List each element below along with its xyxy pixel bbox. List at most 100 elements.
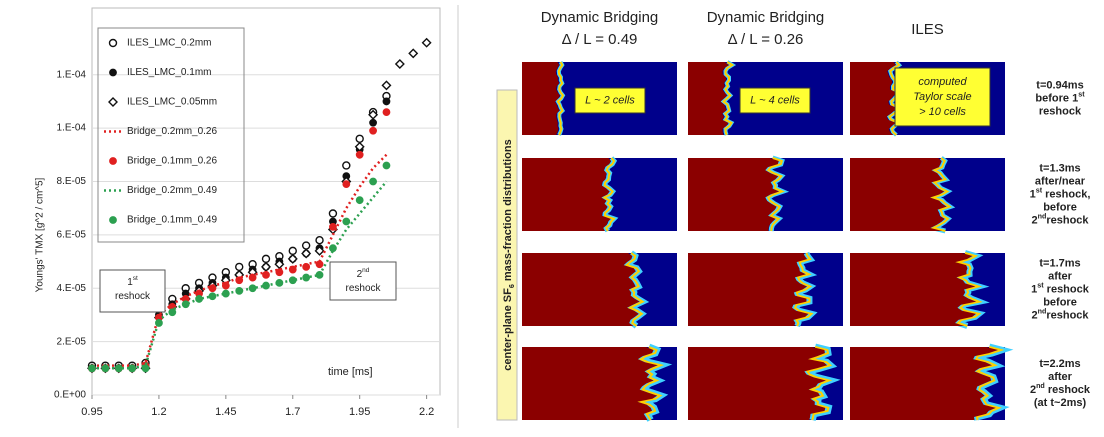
legend-swatch [109, 98, 117, 106]
marker [263, 255, 270, 262]
marker [249, 285, 255, 291]
heavy-gas [522, 347, 658, 420]
text-part: (at t~2ms) [1034, 397, 1087, 409]
text-part: reshock, [1042, 188, 1090, 200]
marker [236, 288, 242, 294]
superscript: st [1078, 90, 1085, 98]
legend-swatch [110, 217, 116, 223]
text-part: mass-fraction distributions [502, 139, 514, 284]
row-label: t=2.2ms [1039, 358, 1080, 370]
heavy-gas [688, 158, 779, 231]
marker [276, 269, 282, 275]
column-header: ILES [911, 21, 944, 38]
marker [356, 197, 362, 203]
legend-label: ILES_LMC_0.2mm [127, 38, 211, 49]
legend-label: Bridge_0.2mm_0.26 [127, 126, 217, 137]
heavy-gas [850, 158, 947, 231]
marker [356, 152, 362, 158]
text-part: t=1.7ms [1039, 257, 1080, 269]
marker [329, 210, 336, 217]
text-part: after [1048, 371, 1073, 383]
marker [290, 266, 296, 272]
column-header: Δ / L = 0.26 [728, 31, 804, 48]
x-axis-label: time [ms] [328, 366, 373, 378]
y-tick-label: 2.E-05 [57, 336, 87, 347]
marker [303, 274, 309, 280]
legend-swatch [110, 40, 117, 47]
marker [169, 309, 175, 315]
legend-label: ILES_LMC_0.1mm [127, 67, 211, 78]
text-part: reshock [345, 283, 381, 294]
row-label: before [1043, 296, 1077, 308]
x-tick-label: 1.7 [285, 406, 300, 418]
superscript: nd [1038, 307, 1047, 315]
marker [396, 60, 404, 68]
marker [383, 162, 389, 168]
marker [383, 109, 389, 115]
row-label: 2ndreshock [1031, 307, 1089, 321]
row-label: (at t~2ms) [1034, 397, 1087, 409]
text-part: t=0.94ms [1036, 79, 1083, 91]
marker [316, 237, 323, 244]
text-part: reshock [1046, 214, 1089, 226]
marker [116, 365, 122, 371]
heavy-gas [522, 253, 640, 326]
text-part: t=1.3ms [1039, 162, 1080, 174]
row-label: after [1048, 371, 1073, 383]
text-part: reshock [115, 291, 151, 302]
legend-label: Bridge_0.2mm_0.49 [127, 185, 217, 196]
superscript: st [133, 275, 138, 282]
marker [129, 365, 135, 371]
marker [409, 49, 417, 57]
marker [196, 296, 202, 302]
legend-swatch [110, 158, 116, 164]
legend-label: ILES_LMC_0.05mm [127, 97, 217, 108]
row-label: t=1.7ms [1039, 257, 1080, 269]
marker [423, 39, 431, 47]
y-tick-label: 1.E-04 [57, 123, 87, 134]
callout-text: L ~ 2 cells [585, 94, 635, 106]
callout-text: computed [918, 76, 967, 88]
row-label: t=0.94ms [1036, 79, 1083, 91]
marker [316, 272, 322, 278]
marker [263, 282, 269, 288]
marker [236, 277, 242, 283]
figure: 0.E+002.E-054.E-056.E-058.E-051.E-041.E-… [0, 0, 1104, 432]
heavy-gas [688, 347, 827, 420]
marker [209, 285, 215, 291]
text-part: before [1043, 201, 1077, 213]
x-tick-label: 0.95 [81, 406, 102, 418]
superscript: nd [1038, 212, 1047, 220]
plot-frame [92, 8, 440, 395]
marker [383, 98, 389, 104]
text-part: center-plane SF [502, 288, 514, 371]
marker [223, 290, 229, 296]
y-tick-label: 0.E+00 [54, 390, 86, 401]
marker [370, 128, 376, 134]
column-header: Dynamic Bridging [541, 9, 659, 26]
y-axis-label: Youngs' TMX [g^2 / cm^5] [35, 177, 46, 292]
row-label: 2nd reshock [1030, 382, 1091, 396]
marker [156, 320, 162, 326]
text-part: before 1 [1035, 92, 1078, 104]
text-part: reshock [1046, 309, 1089, 321]
text-part: reshock [1044, 283, 1090, 295]
heavy-gas [688, 253, 808, 326]
y-tick-label: 8.E-05 [57, 176, 87, 187]
marker [370, 120, 376, 126]
annotation-text: reshock [345, 283, 381, 294]
x-tick-label: 1.2 [151, 406, 166, 418]
marker [356, 135, 363, 142]
y-tick-label: 1.E-04 [57, 69, 87, 80]
row-label: reshock [1039, 105, 1082, 117]
row-label: after/near [1035, 175, 1086, 187]
marker [276, 280, 282, 286]
row-label: before [1043, 201, 1077, 213]
marker [102, 365, 108, 371]
heavy-gas [522, 158, 611, 231]
annotation-text: reshock [115, 291, 151, 302]
superscript: nd [1036, 382, 1045, 390]
column-header: Δ / L = 0.49 [562, 31, 638, 48]
row-label: after [1048, 270, 1073, 282]
marker [182, 301, 188, 307]
